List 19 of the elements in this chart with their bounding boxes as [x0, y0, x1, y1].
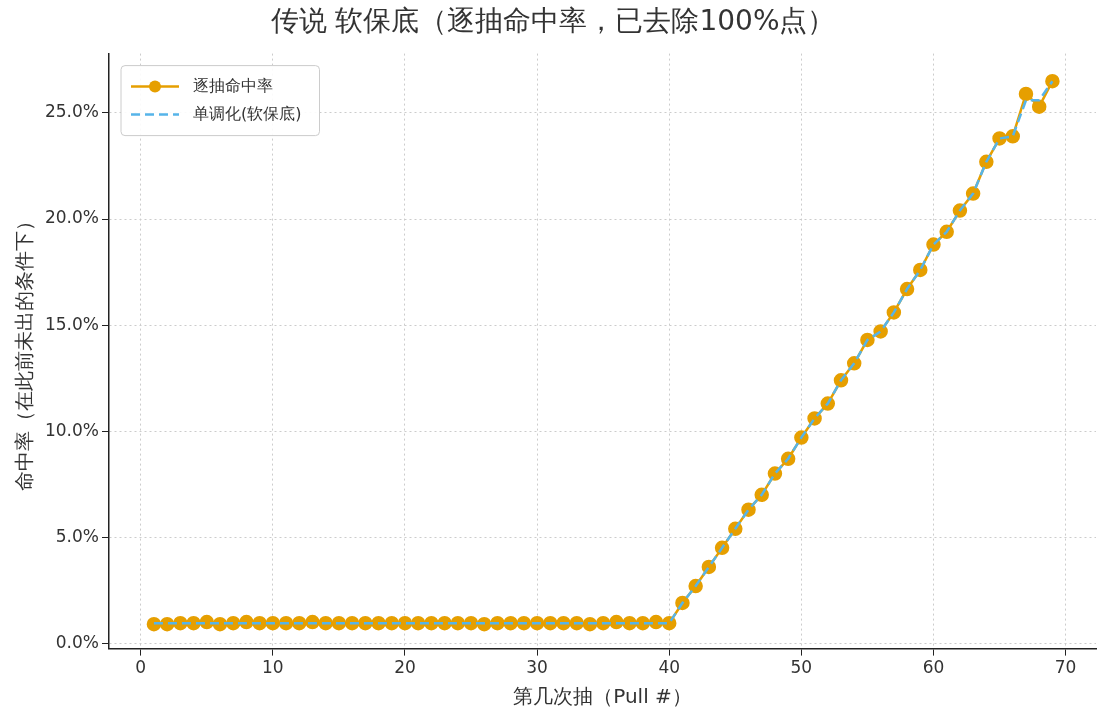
- y-tick-label: 5.0%: [55, 525, 99, 546]
- y-tick-label: 0.0%: [55, 631, 99, 652]
- legend-label: 单调化(软保底): [193, 103, 302, 123]
- x-tick-label: 60: [922, 657, 945, 678]
- x-tick-label: 70: [1054, 657, 1077, 678]
- x-tick-label: 40: [658, 657, 681, 678]
- chart-title: 传说 软保底（逐抽命中率，已去除100%点）: [270, 4, 836, 38]
- y-axis-title: 命中率（在此前未出的条件下）: [12, 211, 37, 492]
- legend-label: 逐抽命中率: [193, 75, 273, 95]
- x-tick-label: 10: [262, 657, 284, 678]
- x-axis-title: 第几次抽（Pull #）: [513, 684, 692, 709]
- y-tick-label: 10.0%: [44, 419, 99, 440]
- x-tick-label: 50: [790, 657, 813, 678]
- x-tick-label: 0: [135, 657, 147, 678]
- x-tick-label: 30: [526, 657, 548, 678]
- x-tick-label: 20: [394, 657, 416, 678]
- y-tick-label: 25.0%: [44, 101, 99, 122]
- y-tick-label: 15.0%: [44, 313, 99, 334]
- y-tick-label: 20.0%: [44, 207, 99, 228]
